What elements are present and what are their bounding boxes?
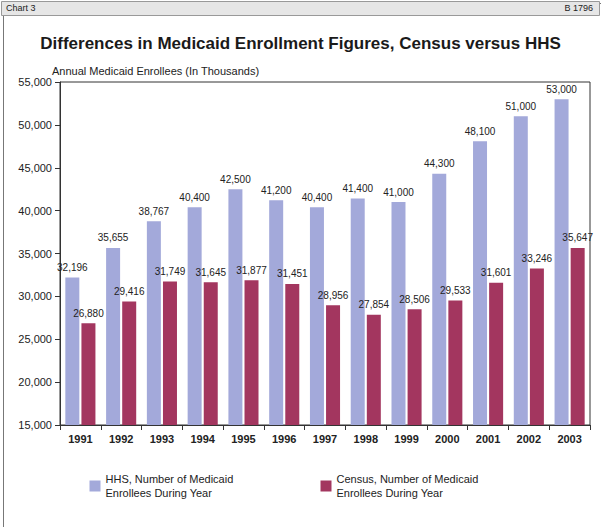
svg-text:Chart 3: Chart 3 (6, 3, 36, 13)
svg-text:28,506: 28,506 (399, 294, 430, 305)
svg-text:1991: 1991 (68, 433, 92, 445)
svg-text:B 1796: B 1796 (564, 3, 593, 13)
svg-text:29,533: 29,533 (440, 285, 471, 296)
svg-text:48,100: 48,100 (465, 126, 496, 137)
svg-text:Enrollees During Year: Enrollees During Year (106, 487, 213, 499)
svg-text:32,196: 32,196 (57, 262, 88, 273)
svg-text:35,647: 35,647 (562, 232, 593, 243)
svg-text:40,000: 40,000 (18, 205, 52, 217)
svg-text:26,880: 26,880 (73, 308, 104, 319)
svg-text:51,000: 51,000 (505, 101, 536, 112)
svg-text:2001: 2001 (476, 433, 500, 445)
svg-text:31,877: 31,877 (236, 265, 267, 276)
svg-text:44,300: 44,300 (424, 158, 455, 169)
svg-text:Census, Number of Medicaid: Census, Number of Medicaid (337, 473, 482, 485)
svg-text:42,500: 42,500 (220, 174, 251, 185)
svg-text:33,246: 33,246 (522, 253, 553, 264)
svg-text:1994: 1994 (190, 433, 215, 445)
svg-text:31,601: 31,601 (481, 267, 512, 278)
svg-text:Enrollees During Year: Enrollees During Year (337, 487, 444, 499)
svg-text:41,400: 41,400 (342, 183, 373, 194)
svg-text:1997: 1997 (313, 433, 337, 445)
svg-text:31,749: 31,749 (155, 266, 186, 277)
svg-text:28,956: 28,956 (318, 290, 349, 301)
svg-text:38,767: 38,767 (139, 206, 170, 217)
svg-text:35,655: 35,655 (98, 232, 129, 243)
svg-text:1992: 1992 (109, 433, 133, 445)
svg-text:53,000: 53,000 (546, 84, 577, 95)
svg-text:55,000: 55,000 (18, 76, 52, 88)
svg-text:Differences in Medicaid Enroll: Differences in Medicaid Enrollment Figur… (40, 34, 561, 53)
svg-text:50,000: 50,000 (18, 119, 52, 131)
svg-text:41,200: 41,200 (261, 185, 292, 196)
svg-text:1995: 1995 (231, 433, 255, 445)
svg-text:Annual Medicaid Enrollees (In: Annual Medicaid Enrollees (In Thousands) (52, 65, 259, 77)
svg-text:27,854: 27,854 (359, 299, 390, 310)
svg-text:31,451: 31,451 (277, 268, 308, 279)
svg-text:1999: 1999 (394, 433, 418, 445)
svg-text:1996: 1996 (272, 433, 296, 445)
svg-text:41,000: 41,000 (383, 187, 414, 198)
svg-text:40,400: 40,400 (179, 192, 210, 203)
svg-text:1998: 1998 (354, 433, 378, 445)
svg-text:25,000: 25,000 (18, 333, 52, 345)
svg-text:1993: 1993 (150, 433, 174, 445)
svg-text:2000: 2000 (435, 433, 459, 445)
svg-text:45,000: 45,000 (18, 162, 52, 174)
svg-text:29,416: 29,416 (114, 286, 145, 297)
svg-text:2003: 2003 (557, 433, 581, 445)
svg-text:31,645: 31,645 (195, 267, 226, 278)
svg-text:35,000: 35,000 (18, 248, 52, 260)
svg-text:40,400: 40,400 (302, 192, 333, 203)
svg-text:15,000: 15,000 (18, 419, 52, 431)
svg-text:HHS, Number of Medicaid: HHS, Number of Medicaid (106, 473, 237, 485)
svg-text:30,000: 30,000 (18, 290, 52, 302)
svg-text:2002: 2002 (517, 433, 541, 445)
svg-text:20,000: 20,000 (18, 376, 52, 388)
